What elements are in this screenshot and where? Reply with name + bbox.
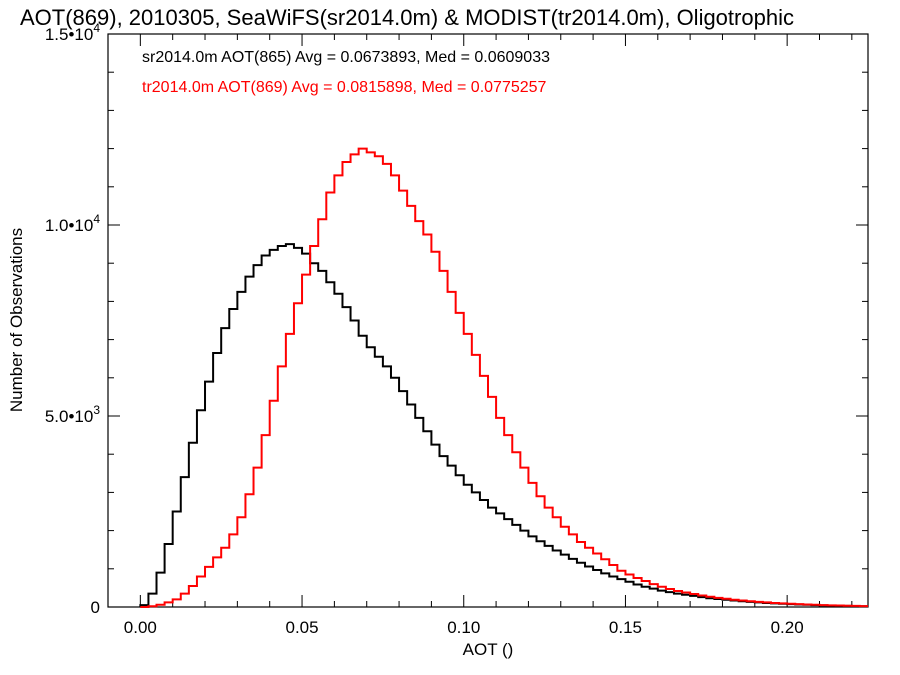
series-group (139, 147, 868, 608)
y-tick-label: 0 (91, 598, 100, 617)
x-axis-title: AOT () (463, 640, 514, 659)
y-tick-label: 5.0•103 (45, 403, 101, 426)
x-tick-label: 0.15 (609, 618, 642, 637)
y-tick-label: 1.0•104 (45, 212, 101, 235)
axis-ticks (107, 33, 868, 608)
x-tick-label: 0.10 (447, 618, 480, 637)
x-tick-labels: 0.00 0.05 0.10 0.15 0.20 (124, 618, 804, 637)
series-line-tr2014 (140, 147, 868, 608)
x-tick-label: 0.05 (285, 618, 318, 637)
y-axis-title: Number of Observations (7, 228, 26, 412)
plot-frame (107, 33, 869, 608)
x-tick-label: 0.00 (124, 618, 157, 637)
x-tick-label: 0.20 (771, 618, 804, 637)
y-tick-labels: 0 5.0•103 1.0•104 1.5•104 (45, 21, 101, 617)
y-tick-label: 1.5•104 (45, 21, 101, 44)
legend-entry-sr2014: sr2014.0m AOT(865) Avg = 0.0673893, Med … (142, 49, 550, 66)
chart-title: AOT(869), 2010305, SeaWiFS(sr2014.0m) & … (20, 5, 794, 30)
legend-entry-tr2014: tr2014.0m AOT(869) Avg = 0.0815898, Med … (142, 79, 547, 96)
